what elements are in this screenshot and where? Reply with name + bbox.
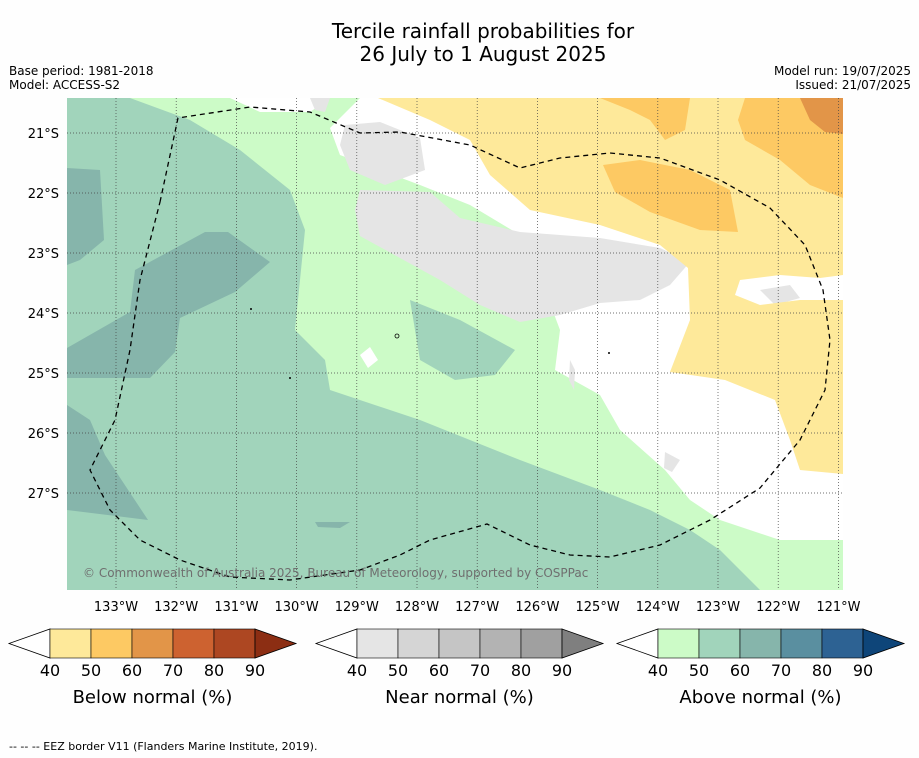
colorbar-segment <box>397 628 440 659</box>
colorbar-tick-label: 70 <box>771 661 791 680</box>
lon-tick-label: 123°W <box>696 600 740 615</box>
chart-title-line1: Tercile rainfall probabilities for <box>331 19 635 43</box>
lon-tick-label: 128°W <box>395 600 439 615</box>
colorbar-tick-label: 40 <box>347 661 367 680</box>
lat-tick-label: 24°S <box>28 307 59 322</box>
lon-tick-label: 126°W <box>515 600 559 615</box>
colorbar-tick-label: 50 <box>689 661 709 680</box>
lat-tick-label: 27°S <box>28 487 59 502</box>
colorbar-segment <box>49 628 92 659</box>
colorbar-tick-label: 90 <box>853 661 873 680</box>
issued-date: Issued: 21/07/2025 <box>795 78 911 92</box>
lon-tick-label: 124°W <box>636 600 680 615</box>
model-name: Model: ACCESS-S2 <box>9 78 121 92</box>
base-period: Base period: 1981-2018 <box>9 64 154 78</box>
colorbar-tick-label: 90 <box>552 661 572 680</box>
chart-title-line2: 26 July to 1 August 2025 <box>359 42 607 66</box>
colorbar-tick-label: 90 <box>245 661 265 680</box>
colorbar-extend-high <box>862 628 906 659</box>
colorbar-tick-label: 80 <box>812 661 832 680</box>
colorbar-segment <box>479 628 522 659</box>
colorbar-segment <box>131 628 174 659</box>
colorbar-segment <box>739 628 782 659</box>
colorbar-segment <box>213 628 256 659</box>
grid-lines <box>67 98 843 590</box>
lon-tick-label: 127°W <box>455 600 499 615</box>
colorbar-extend-low <box>615 628 659 659</box>
colorbar-tick-label: 60 <box>122 661 142 680</box>
lat-tick-label: 23°S <box>28 247 59 262</box>
colorbar-tick-label: 50 <box>81 661 101 680</box>
colorbar: 40 50 60 70 80 90 Below normal (%) <box>7 628 298 708</box>
longitude-labels: 133°W 132°W 131°W 130°W 129°W 128°W 127°W 126°W… <box>94 600 861 615</box>
copyright-notice: © Commonwealth of Australia 2025, Bureau… <box>83 566 588 580</box>
colorbar-segment <box>780 628 823 659</box>
colorbar-segment <box>821 628 864 659</box>
latitude-labels: 21°S 22°S 23°S 24°S 25°S 26°S 27°S <box>28 127 59 502</box>
colorbars: 40 50 60 70 80 90 Below normal (%) 40 50 60 70 80 90… <box>7 628 906 708</box>
colorbar-tick-label: 60 <box>429 661 449 680</box>
colorbar-tick-label: 70 <box>470 661 490 680</box>
colorbar-segment <box>520 628 563 659</box>
colorbar-extend-low <box>7 628 51 659</box>
colorbar-title: Above normal (%) <box>679 687 841 708</box>
colorbar-segment <box>172 628 215 659</box>
colorbar-tick-label: 80 <box>204 661 224 680</box>
colorbar-segment <box>356 628 399 659</box>
colorbar-tick-label: 40 <box>648 661 668 680</box>
lon-tick-label: 130°W <box>275 600 319 615</box>
lat-tick-label: 26°S <box>28 427 59 442</box>
lon-tick-label: 129°W <box>335 600 379 615</box>
colorbar-segment <box>438 628 481 659</box>
colorbar-title: Below normal (%) <box>73 687 233 708</box>
colorbar-extend-low <box>314 628 358 659</box>
lat-tick-label: 21°S <box>28 127 59 142</box>
colorbar-tick-label: 40 <box>40 661 60 680</box>
lat-tick-label: 22°S <box>28 187 59 202</box>
map-field <box>67 98 843 590</box>
colorbar-segment <box>90 628 133 659</box>
lon-tick-label: 131°W <box>214 600 258 615</box>
lon-tick-label: 132°W <box>154 600 198 615</box>
colorbar-segment <box>657 628 700 659</box>
lon-tick-label: 125°W <box>576 600 620 615</box>
colorbar-title: Near normal (%) <box>385 687 534 708</box>
eez-footnote: -- -- -- EEZ border V11 (Flanders Marine… <box>9 740 318 753</box>
colorbar: 40 50 60 70 80 90 Above normal (%) <box>615 628 906 708</box>
lon-tick-label: 121°W <box>816 600 860 615</box>
colorbar-segment <box>698 628 741 659</box>
lon-tick-label: 122°W <box>756 600 800 615</box>
colorbar-tick-label: 60 <box>730 661 750 680</box>
colorbar: 40 50 60 70 80 90 Near normal (%) <box>314 628 605 708</box>
lat-tick-label: 25°S <box>28 367 59 382</box>
colorbar-extend-high <box>561 628 605 659</box>
colorbar-extend-high <box>254 628 298 659</box>
lon-tick-label: 133°W <box>94 600 138 615</box>
colorbar-tick-label: 70 <box>163 661 183 680</box>
colorbar-tick-label: 50 <box>388 661 408 680</box>
model-run: Model run: 19/07/2025 <box>773 64 911 78</box>
colorbar-tick-label: 80 <box>511 661 531 680</box>
